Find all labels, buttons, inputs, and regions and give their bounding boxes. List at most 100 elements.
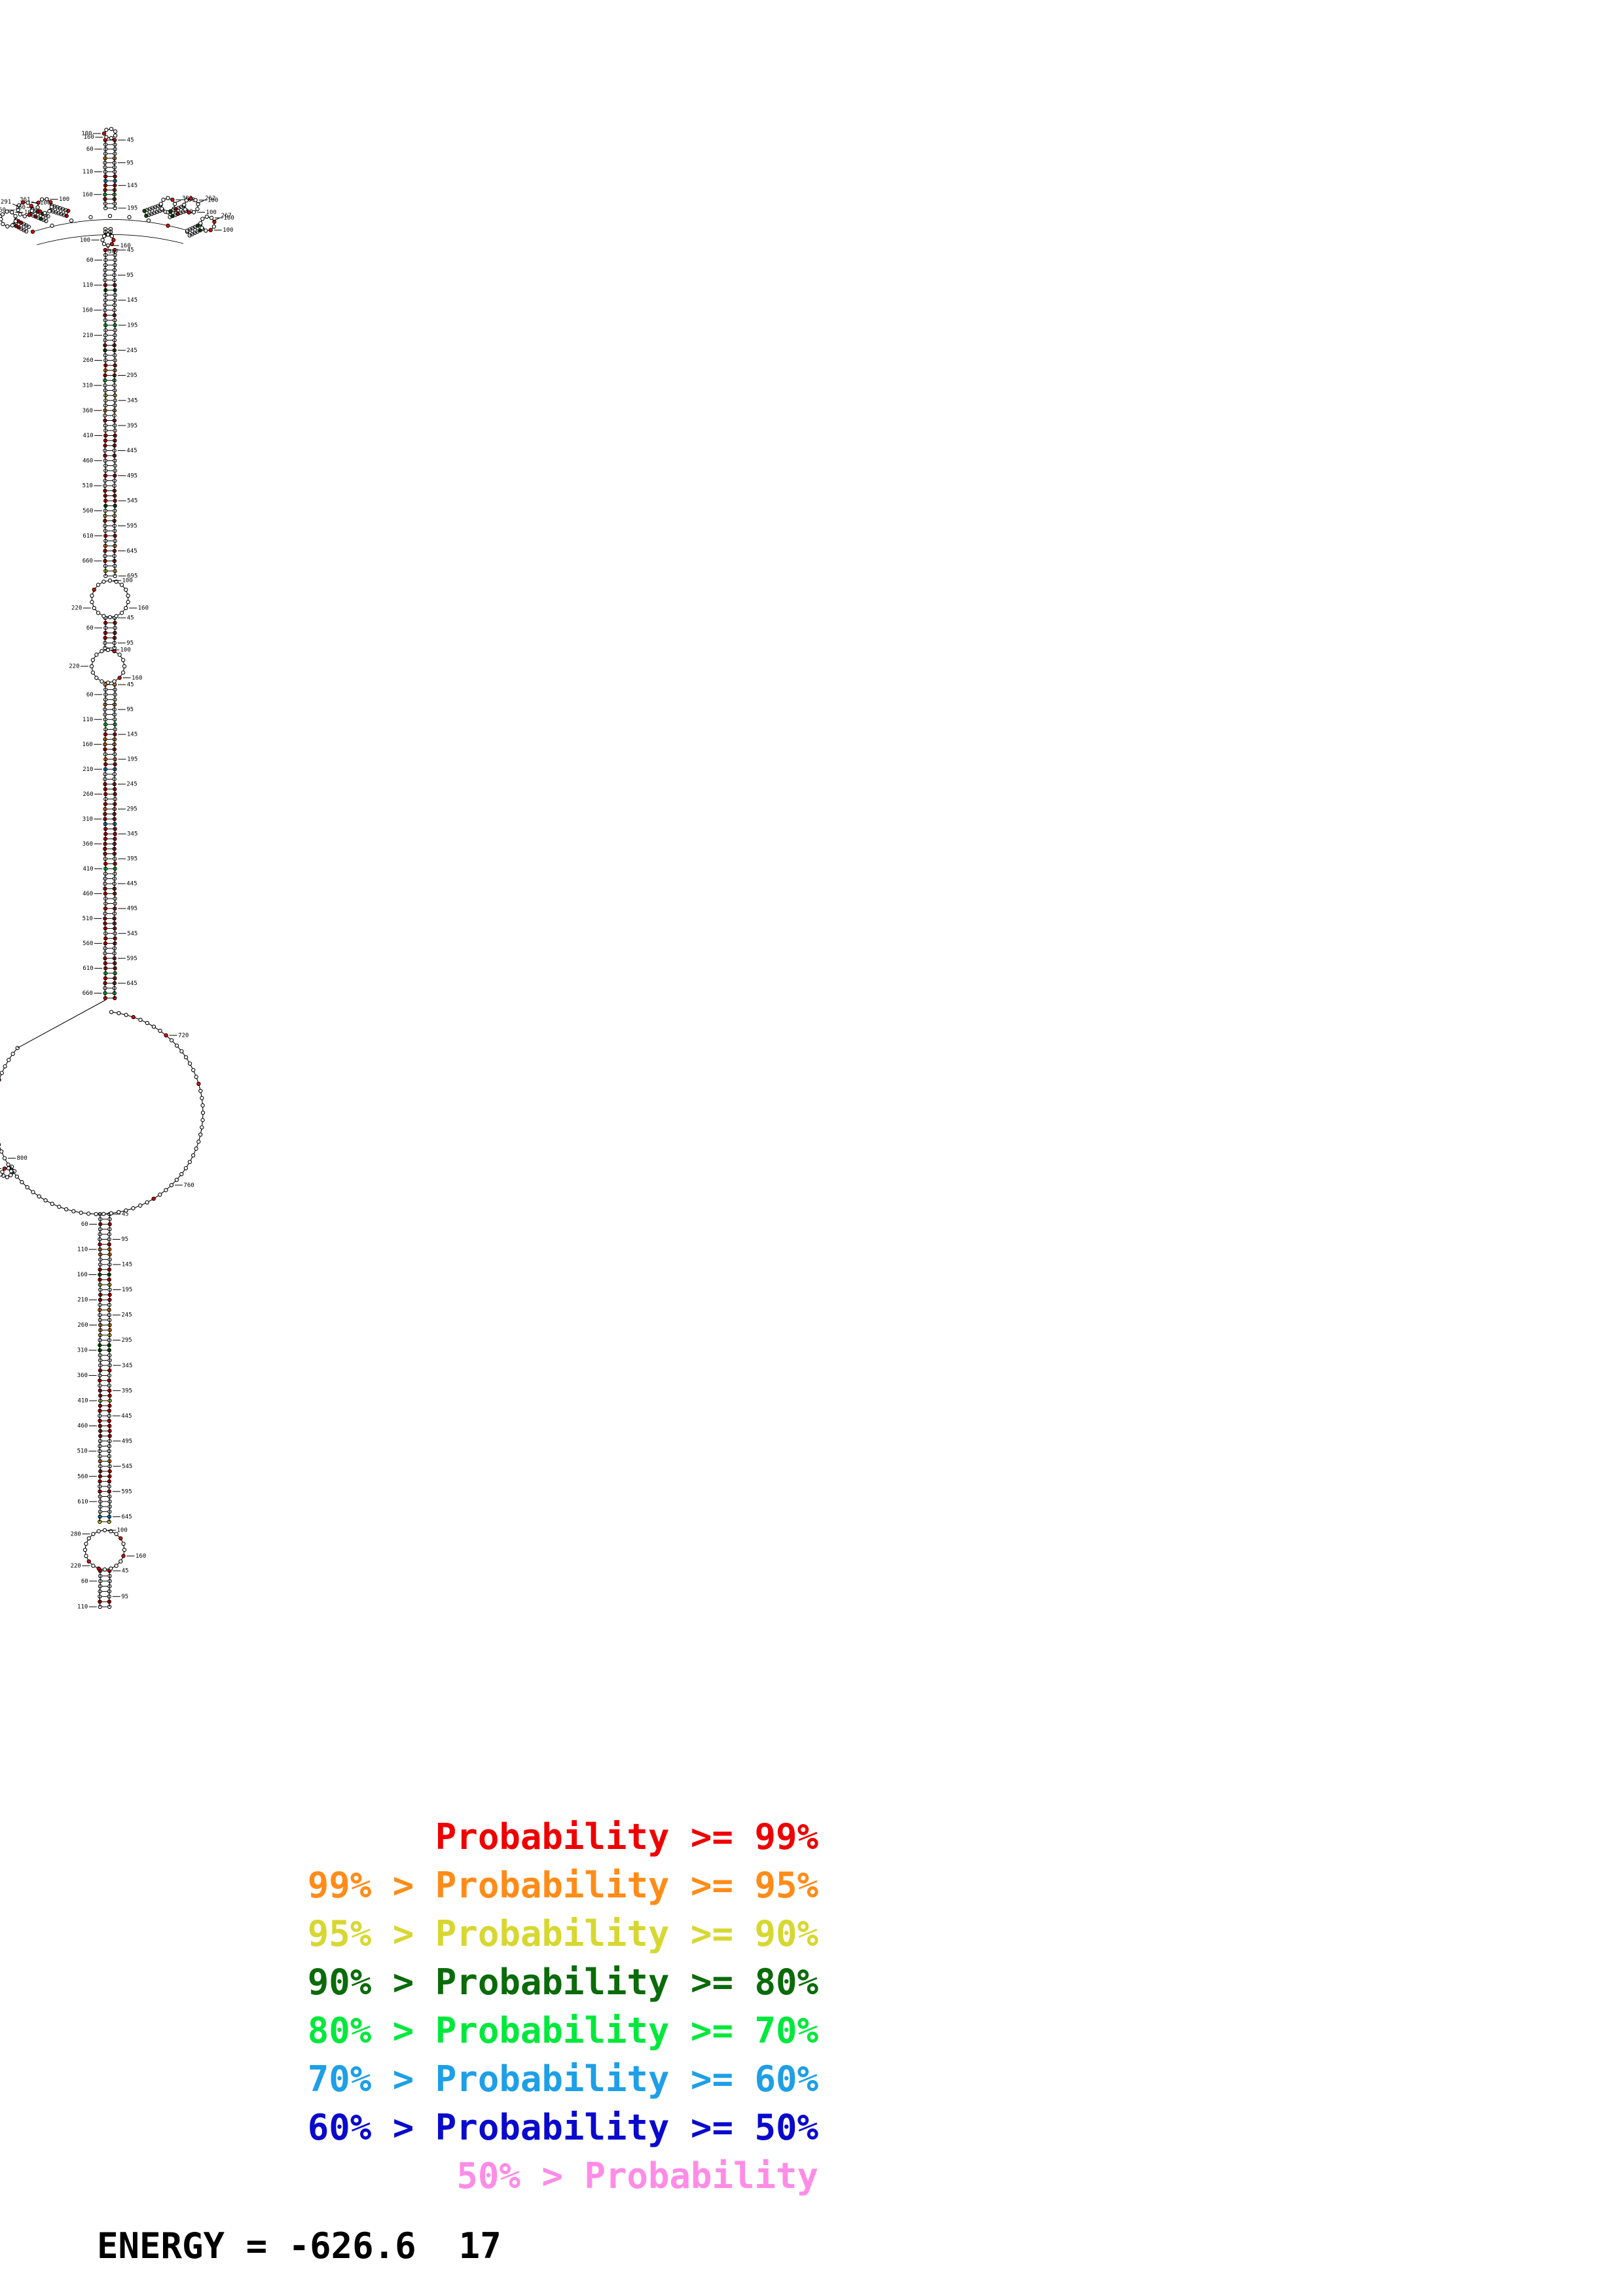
residue-number-label: 260 bbox=[82, 791, 93, 798]
backbone-segment bbox=[21, 228, 24, 230]
loop-nucleotide bbox=[146, 218, 151, 223]
loop-nucleotide bbox=[100, 649, 104, 654]
backbone-segment bbox=[170, 215, 173, 218]
hairpin-loop-nucleotide bbox=[109, 135, 114, 141]
backbone-segment bbox=[54, 206, 58, 208]
loop-nucleotide bbox=[114, 1532, 119, 1536]
backbone-segment bbox=[189, 228, 193, 230]
loop-nucleotide bbox=[50, 1202, 54, 1206]
residue-number-label: 195 bbox=[127, 757, 137, 763]
loop-nucleotide bbox=[90, 593, 94, 598]
loop-nucleotide bbox=[43, 1198, 48, 1203]
residue-number-label: 360 bbox=[82, 408, 93, 414]
loop-nucleotide bbox=[138, 1018, 143, 1022]
residue-number-label: 395 bbox=[127, 423, 137, 429]
residue-tick-mark bbox=[0, 214, 2, 216]
loop-nucleotide bbox=[194, 1146, 198, 1151]
residue-number-label: 160 bbox=[224, 215, 234, 222]
hairpin-loop-nucleotide bbox=[113, 129, 118, 134]
residue-number-label: 100 bbox=[80, 237, 90, 243]
residue-number-label: 45 bbox=[127, 247, 134, 254]
hairpin-loop-nucleotide bbox=[100, 238, 105, 242]
residue-number-label: 100 bbox=[206, 209, 217, 216]
hairpin-loop-nucleotide bbox=[47, 209, 52, 213]
residue-number-label: 360 bbox=[82, 841, 93, 848]
probability-legend: Probability >= 99% 99% > Probability >= … bbox=[98, 1813, 818, 2200]
hairpin-loop-nucleotide bbox=[198, 221, 203, 226]
hairpin-loop-nucleotide bbox=[211, 224, 217, 229]
hairpin-loop-nucleotide bbox=[170, 198, 175, 202]
legend-row-p90: 95% > Probability >= 90% bbox=[307, 1913, 818, 1954]
residue-number-label: 800 bbox=[17, 1155, 27, 1162]
residue-number-label: 410 bbox=[82, 866, 93, 872]
residue-number-label: 245 bbox=[121, 1312, 132, 1319]
residue-number-label: 160 bbox=[0, 207, 6, 214]
hairpin-loop-nucleotide bbox=[195, 207, 200, 211]
residue-number-label: 45 bbox=[122, 1568, 129, 1575]
backbone-segment bbox=[172, 214, 175, 217]
residue-number-label: 510 bbox=[77, 1448, 88, 1455]
residue-number-label: 345 bbox=[127, 397, 137, 404]
loop-nucleotide bbox=[124, 1013, 128, 1017]
residue-number-label: 460 bbox=[77, 1423, 88, 1429]
residue-number-label: 160 bbox=[77, 1272, 88, 1278]
loop-nucleotide bbox=[117, 653, 122, 657]
residue-number-label: 395 bbox=[127, 856, 137, 863]
loop-nucleotide bbox=[158, 1028, 162, 1033]
hairpin-loop-nucleotide bbox=[2, 1166, 7, 1171]
residue-number-label: 160 bbox=[84, 134, 94, 141]
hairpin-loop-nucleotide bbox=[101, 234, 107, 238]
rna-structure-group: 4560951101451601951001601001604111001602… bbox=[0, 126, 234, 1611]
loop-nucleotide bbox=[124, 605, 128, 611]
hairpin-loop-nucleotide bbox=[208, 228, 213, 232]
residue-number-label: 660 bbox=[82, 990, 93, 997]
backbone-segment bbox=[149, 213, 152, 215]
hairpin-loop-nucleotide bbox=[109, 126, 114, 132]
loop-nucleotide bbox=[196, 1081, 201, 1086]
loop-nucleotide bbox=[94, 675, 99, 680]
loop-nucleotide bbox=[174, 1177, 179, 1182]
loop-nucleotide bbox=[158, 1193, 162, 1197]
residue-number-label: 445 bbox=[126, 448, 137, 454]
residue-number-label: 291 bbox=[1, 199, 11, 206]
hairpin-loop-nucleotide bbox=[200, 226, 204, 230]
backbone-segment bbox=[146, 214, 149, 217]
residue-number-label: 95 bbox=[121, 1236, 128, 1243]
rna-structure-diagram: 4560951101451601951001601001604111001602… bbox=[0, 126, 234, 1611]
loop-nucleotide bbox=[109, 1566, 113, 1571]
hairpin-loop-nucleotide bbox=[166, 196, 170, 200]
loop-nucleotide bbox=[145, 1200, 149, 1205]
residue-number-label: 160 bbox=[82, 308, 93, 314]
loop-nucleotide bbox=[64, 1207, 69, 1211]
loop-nucleotide bbox=[200, 1125, 204, 1130]
backbone-segment bbox=[156, 210, 160, 213]
loop-nucleotide bbox=[100, 679, 104, 684]
loop-nucleotide bbox=[91, 1564, 96, 1568]
hairpin-loop-nucleotide bbox=[204, 214, 210, 219]
loop-nucleotide bbox=[101, 579, 106, 584]
hairpin-loop-nucleotide bbox=[5, 224, 10, 229]
backbone-segment bbox=[192, 232, 195, 235]
residue-number-label: 595 bbox=[126, 956, 137, 962]
hairpin-loop-nucleotide bbox=[45, 197, 49, 202]
residue-number-label: 310 bbox=[77, 1348, 88, 1354]
loop-nucleotide bbox=[151, 1024, 156, 1029]
loop-nucleotide bbox=[79, 1210, 83, 1215]
backbone-segment bbox=[43, 219, 46, 222]
loop-nucleotide bbox=[119, 611, 124, 615]
residue-number-label: 160 bbox=[82, 192, 93, 198]
backbone-segment bbox=[154, 211, 158, 213]
backbone-segment bbox=[45, 215, 48, 217]
residue-number-label: 100 bbox=[40, 200, 50, 206]
residue-number-label: 495 bbox=[127, 473, 137, 479]
loop-nucleotide bbox=[119, 1559, 123, 1564]
residue-number-label: 60 bbox=[86, 257, 94, 264]
loop-nucleotide bbox=[90, 670, 96, 675]
loop-nucleotide bbox=[169, 1038, 174, 1043]
hairpin-loop-nucleotide bbox=[113, 133, 118, 138]
loop-nucleotide bbox=[0, 1149, 4, 1154]
residue-number-label: 645 bbox=[126, 980, 137, 987]
residue-number-label: 220 bbox=[71, 605, 82, 612]
loop-nucleotide bbox=[200, 1096, 204, 1100]
loop-nucleotide bbox=[187, 1061, 192, 1066]
